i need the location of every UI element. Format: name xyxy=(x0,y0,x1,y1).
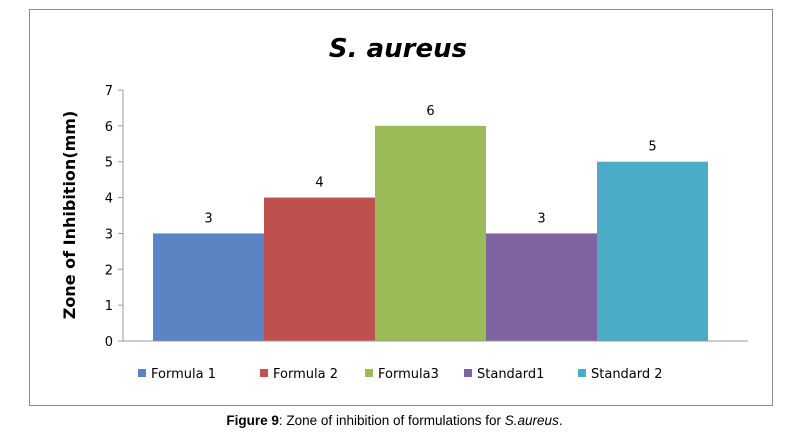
bar xyxy=(375,125,486,341)
bar xyxy=(597,161,708,341)
bar-value-label: 3 xyxy=(204,211,212,226)
caption-text: : Zone of inhibition of formulations for xyxy=(278,413,505,428)
legend-label: Formula3 xyxy=(378,367,439,382)
legend-label: Formula 2 xyxy=(273,367,338,382)
chart-title: S. aureus xyxy=(329,34,467,64)
caption-end: . xyxy=(558,413,563,428)
y-tick-label: 3 xyxy=(105,227,113,242)
caption-species: S.aureus xyxy=(504,413,559,428)
y-tick-label: 6 xyxy=(105,120,113,135)
y-axis-ticks: 0 1 2 3 4 5 6 7 xyxy=(105,84,123,350)
bar xyxy=(486,233,597,341)
y-tick-label: 5 xyxy=(105,156,113,171)
y-axis-label: Zone of Inhibition(mm) xyxy=(60,111,79,320)
y-tick-label: 4 xyxy=(105,192,113,207)
legend-swatch xyxy=(260,369,268,377)
bar-value-label: 3 xyxy=(537,211,545,226)
legend-swatch xyxy=(578,369,586,377)
y-tick-label: 2 xyxy=(105,263,113,278)
legend-swatch xyxy=(365,369,373,377)
bars-group xyxy=(153,125,708,341)
bar-value-label: 5 xyxy=(648,140,656,155)
bar-chart: S. aureus Zone of Inhibition(mm) 0 1 2 3 4 5 6… xyxy=(60,34,748,382)
bar-value-label: 6 xyxy=(426,104,434,119)
y-tick-label: 1 xyxy=(105,299,113,314)
legend: Formula 1 Formula 2 Formula3 Standard1 Stand… xyxy=(138,367,663,382)
data-labels-group: 3 4 6 3 5 xyxy=(204,104,656,227)
y-tick-label: 7 xyxy=(105,84,113,99)
bar xyxy=(153,233,264,341)
legend-label: Formula 1 xyxy=(151,367,216,382)
figure-caption: Figure 9: Zone of inhibition of formulat… xyxy=(0,413,789,428)
legend-swatch xyxy=(138,369,146,377)
figure-label: Figure 9 xyxy=(226,413,279,428)
y-tick-label: 0 xyxy=(105,335,113,350)
legend-label: Standard1 xyxy=(477,367,544,382)
chart-frame: S. aureus Zone of Inhibition(mm) 0 1 2 3 4 5 6… xyxy=(29,9,773,406)
bar xyxy=(264,197,375,341)
legend-label: Standard 2 xyxy=(591,367,663,382)
legend-swatch xyxy=(464,369,472,377)
bar-value-label: 4 xyxy=(315,176,323,191)
